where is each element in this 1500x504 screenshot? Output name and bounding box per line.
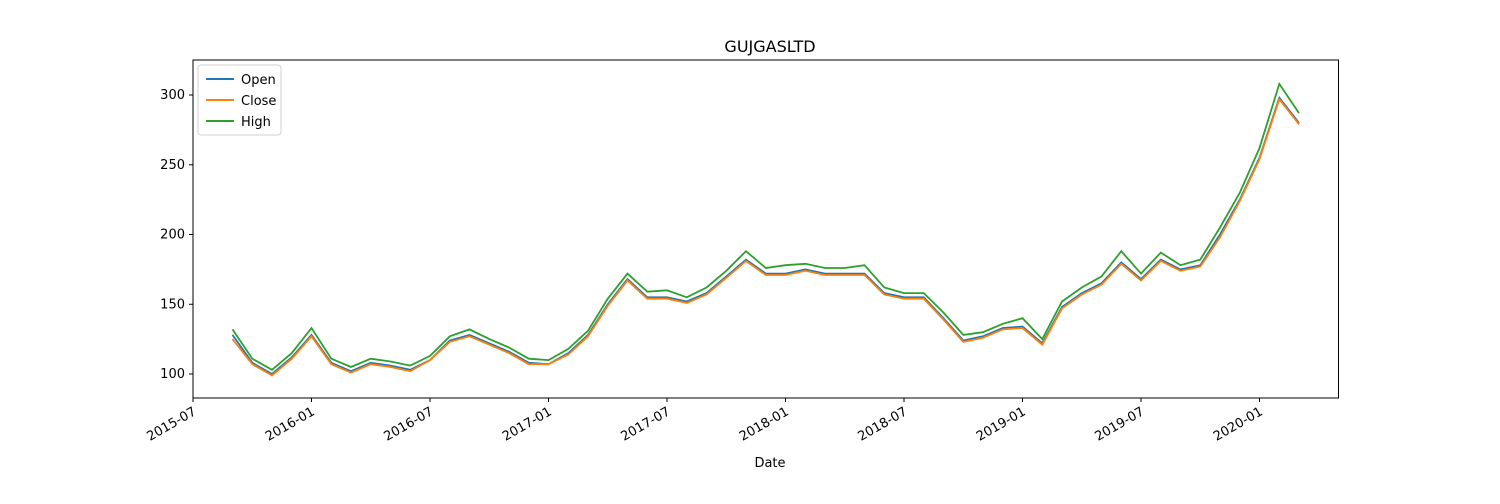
legend-label: Open bbox=[241, 73, 276, 88]
x-tick-label: 2017-07 bbox=[618, 404, 673, 444]
legend-box bbox=[197, 64, 282, 136]
x-tick-label: 2018-07 bbox=[855, 404, 910, 444]
chart-title: GUJGASLTD bbox=[724, 37, 815, 56]
x-tick-label: 2017-01 bbox=[500, 404, 555, 444]
x-tick-label: 2015-07 bbox=[144, 404, 199, 444]
legend: Open Close High bbox=[197, 64, 282, 136]
y-tick-label: 300 bbox=[160, 88, 185, 103]
x-tick-label: 2016-01 bbox=[263, 404, 318, 444]
x-tick-label: 2020-01 bbox=[1211, 404, 1266, 444]
y-tick-label: 100 bbox=[160, 367, 185, 382]
line-series bbox=[231, 97, 1300, 377]
line-series bbox=[231, 95, 1300, 376]
y-tick-label: 200 bbox=[160, 228, 185, 243]
x-axis-label: Date bbox=[754, 456, 785, 471]
x-tick-label: 2019-01 bbox=[974, 404, 1029, 444]
x-tick-label: 2018-01 bbox=[737, 404, 792, 444]
line-series bbox=[231, 81, 1300, 371]
x-tick-label: 2019-07 bbox=[1092, 404, 1147, 444]
legend-label: Close bbox=[241, 94, 276, 109]
y-tick-label: 250 bbox=[160, 158, 185, 173]
y-tick-label: 150 bbox=[160, 297, 185, 312]
x-tick-label: 2016-07 bbox=[381, 404, 436, 444]
legend-label: High bbox=[241, 115, 271, 130]
plot-frame bbox=[192, 59, 1339, 399]
